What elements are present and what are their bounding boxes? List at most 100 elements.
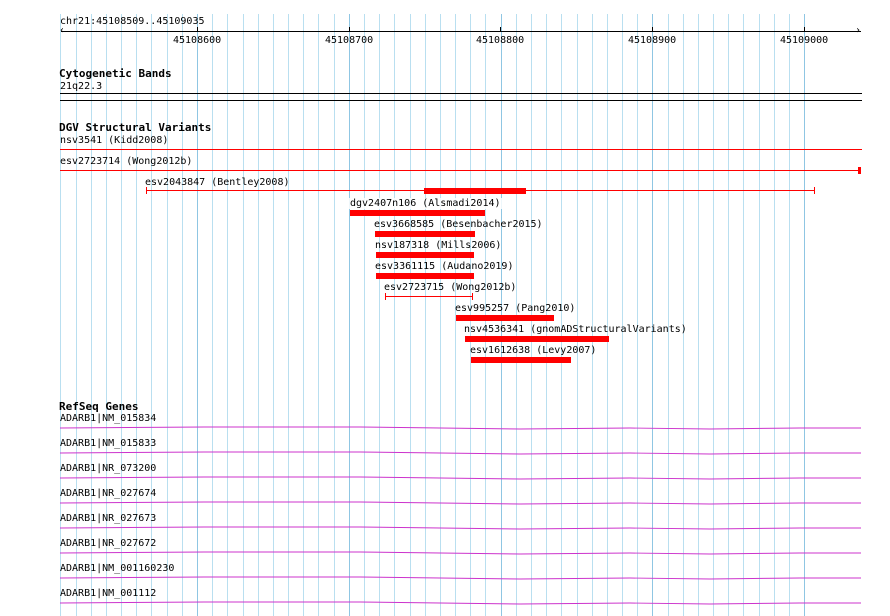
gene-intron-line[interactable] (59, 601, 861, 605)
gene-intron-line[interactable] (59, 526, 861, 530)
cytoband-bar-top (60, 93, 862, 94)
variant-feature[interactable] (465, 336, 609, 342)
gene-intron-line[interactable] (59, 551, 861, 555)
gene-intron-line[interactable] (59, 451, 861, 455)
variant-feature[interactable] (376, 273, 474, 279)
variant-feature[interactable] (376, 252, 474, 258)
variant-feature[interactable] (375, 231, 475, 237)
ruler-left-arrow-icon[interactable]: ‹ (59, 25, 66, 36)
ruler-tick (500, 27, 501, 32)
variant-feature-end (814, 187, 815, 194)
grid-line (668, 14, 669, 616)
grid-line (789, 14, 790, 616)
variant-label[interactable]: esv3668585 (Besenbacher2015) (374, 219, 543, 230)
grid-line (303, 14, 304, 616)
grid-line (683, 14, 684, 616)
gene-label[interactable]: ADARB1|NM_001112 (60, 588, 157, 599)
gene-label[interactable]: ADARB1|NM_001160230 (60, 563, 175, 574)
variant-label[interactable]: esv995257 (Pang2010) (455, 303, 576, 314)
grid-line (212, 14, 213, 616)
variant-feature-block[interactable] (424, 188, 526, 194)
variant-label[interactable]: esv1612638 (Levy2007) (470, 345, 597, 356)
variant-feature[interactable] (350, 210, 485, 216)
gene-intron-line[interactable] (59, 501, 861, 505)
grid-line (713, 14, 714, 616)
grid-line (759, 14, 760, 616)
grid-line (167, 14, 168, 616)
ruler-tick (652, 27, 653, 32)
grid-line (698, 14, 699, 616)
variant-label[interactable]: esv3361115 (Audano2019) (375, 261, 514, 272)
grid-line (425, 14, 426, 616)
grid-line (394, 14, 395, 616)
grid-line (121, 14, 122, 616)
grid-line (243, 14, 244, 616)
variant-label[interactable]: esv2723714 (Wong2012b) (60, 156, 193, 167)
ruler-right-arrow-icon[interactable]: › (855, 25, 862, 36)
grid-line (561, 14, 562, 616)
variant-label[interactable]: nsv187318 (Mills2006) (375, 240, 502, 251)
variant-feature[interactable] (60, 149, 862, 150)
variant-feature-end (385, 293, 386, 300)
variant-feature-end (146, 187, 147, 194)
variant-feature-end (472, 293, 473, 300)
grid-line (728, 14, 729, 616)
gene-label[interactable]: ADARB1|NR_073200 (60, 463, 157, 474)
grid-line (91, 14, 92, 616)
grid-line (76, 14, 77, 616)
cytoband-bar-bottom (60, 100, 862, 101)
cytoband-label[interactable]: 21q22.3 (60, 81, 103, 92)
grid-line (652, 14, 653, 616)
grid-line (577, 14, 578, 616)
grid-line (288, 14, 289, 616)
variant-label[interactable]: nsv4536341 (gnomADStructuralVariants) (464, 324, 687, 335)
grid-line (334, 14, 335, 616)
ruler-tick-label: 45108600 (173, 35, 222, 46)
grid-line (607, 14, 608, 616)
gene-label[interactable]: ADARB1|NR_027673 (60, 513, 157, 524)
grid-line (227, 14, 228, 616)
dgv-track-title: DGV Structural Variants (59, 121, 212, 134)
grid-line (349, 14, 350, 616)
grid-line (273, 14, 274, 616)
gene-intron-line[interactable] (59, 576, 861, 580)
variant-label[interactable]: esv2043847 (Bentley2008) (145, 177, 290, 188)
grid-line (804, 14, 805, 616)
ruler-tick (197, 27, 198, 32)
variant-feature[interactable] (471, 357, 571, 363)
gene-label[interactable]: ADARB1|NM_015833 (60, 438, 157, 449)
grid-line (106, 14, 107, 616)
grid-line (151, 14, 152, 616)
variant-label[interactable]: esv2723715 (Wong2012b) (384, 282, 517, 293)
ruler-tick-label: 45108800 (476, 35, 525, 46)
variant-feature[interactable] (385, 296, 473, 297)
grid-line (774, 14, 775, 616)
grid-line (182, 14, 183, 616)
ruler-tick (349, 27, 350, 32)
grid-line (592, 14, 593, 616)
gene-intron-line[interactable] (59, 426, 861, 430)
ruler-tick-label: 45108700 (325, 35, 374, 46)
gene-label[interactable]: ADARB1|NR_027672 (60, 538, 157, 549)
grid-line (440, 14, 441, 616)
refseq-track-title: RefSeq Genes (59, 400, 139, 413)
ruler-tick-label: 45108900 (628, 35, 677, 46)
grid-line (136, 14, 137, 616)
grid-line (622, 14, 623, 616)
gene-label[interactable]: ADARB1|NR_027674 (60, 488, 157, 499)
variant-feature-end[interactable] (858, 167, 861, 174)
variant-feature[interactable] (456, 315, 554, 321)
grid-line (318, 14, 319, 616)
variant-feature[interactable] (60, 170, 860, 171)
location-label: chr21:45108509..45109035 (60, 16, 205, 27)
gene-intron-line[interactable] (59, 476, 861, 480)
grid-line (410, 14, 411, 616)
grid-line (60, 14, 61, 616)
variant-label[interactable]: nsv3541 (Kidd2008) (60, 135, 169, 146)
grid-line (258, 14, 259, 616)
grid-line (743, 14, 744, 616)
variant-label[interactable]: dgv2407n106 (Alsmadi2014) (349, 198, 502, 209)
ruler-line (61, 31, 861, 32)
gene-label[interactable]: ADARB1|NM_015834 (60, 413, 157, 424)
